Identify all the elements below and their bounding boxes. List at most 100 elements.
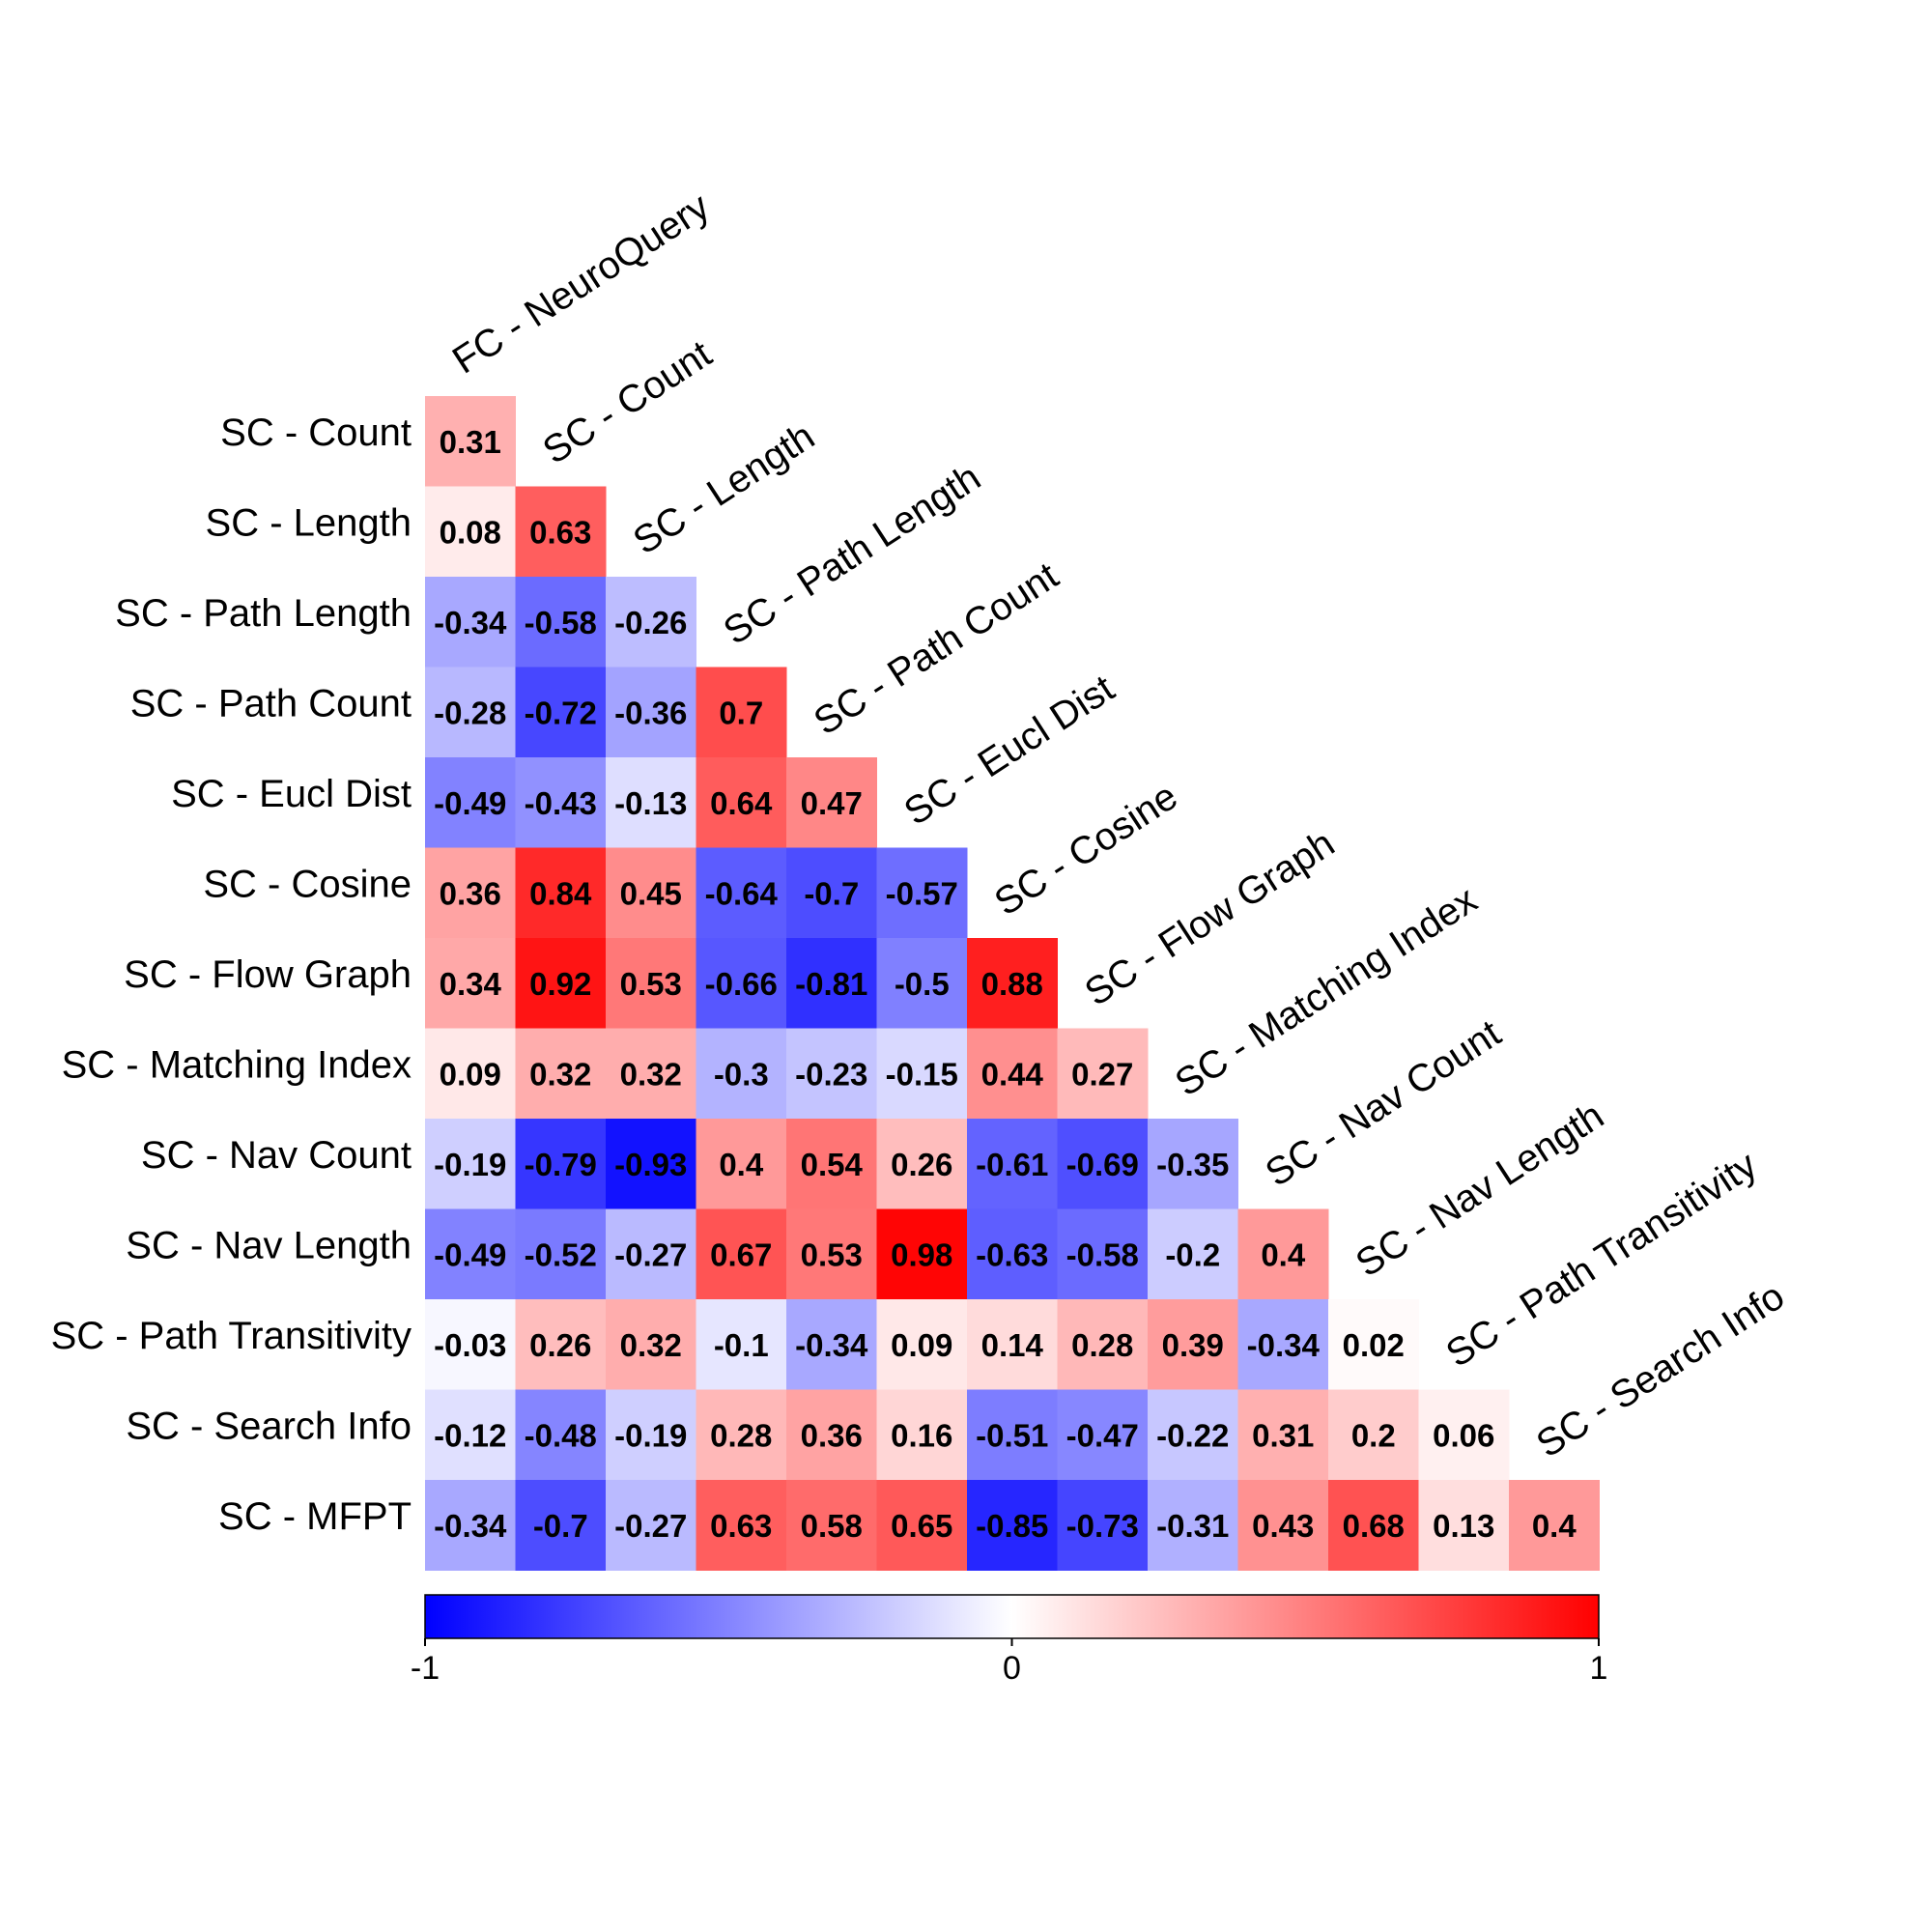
row-label: SC - Flow Graph [124,953,412,996]
heatmap-cell [696,1119,787,1209]
cell-value-label: -0.64 [705,875,779,911]
heatmap-cell [696,1208,787,1300]
cell-value-label: -0.61 [976,1147,1048,1182]
cell-value-label: 0.28 [710,1417,772,1453]
row-label: SC - Count [220,412,412,454]
cell-value-label: -0.13 [614,785,687,821]
cell-value-label: -0.15 [886,1056,958,1092]
cell-value-label: -0.22 [1156,1417,1229,1453]
heatmap-cell [696,1028,787,1120]
heatmap-cell [876,1208,968,1300]
heatmap-cell [606,1119,696,1209]
cell-value-label: -0.57 [886,875,958,911]
cell-value-label: -0.7 [804,875,859,911]
cell-value-label: 0.16 [891,1417,952,1453]
cell-value-label: 0.32 [620,1056,682,1092]
heatmap-cell [425,1389,516,1481]
cell-value-label: -0.51 [976,1417,1048,1453]
heatmap-cell [1148,1208,1238,1300]
cell-value-label: 0.43 [1252,1508,1314,1544]
heatmap-cell [425,847,516,939]
heatmap-cell [786,847,877,939]
cell-value-label: -0.63 [976,1236,1048,1272]
heatmap-cell [606,1208,696,1300]
cell-value-label: -0.81 [795,966,867,1002]
column-label: SC - Length [626,414,822,562]
heatmap-cell [425,1119,516,1209]
heatmap-cell [606,1389,696,1481]
cell-value-label: 0.08 [440,514,501,550]
heatmap-cell [425,1028,516,1120]
row-labels: SC - Count SC - Length SC - Path Length SC … [51,412,412,1538]
cell-value-label: -0.48 [525,1417,597,1453]
cell-value-label: 0.67 [710,1236,772,1272]
cell-value-label: -0.19 [614,1417,687,1453]
cell-value-label: -0.36 [614,695,687,730]
colorbar-gradient [424,1594,1600,1639]
heatmap-cell [1418,1389,1510,1481]
heatmap-cell [425,1299,516,1390]
heatmap-cell [967,1480,1058,1571]
heatmap-cell [515,938,607,1029]
cell-value-label: 0.84 [529,875,592,911]
row-label: SC - Path Count [130,682,412,724]
cell-value-label: 0.02 [1343,1327,1405,1363]
cell-value-label: 0.39 [1162,1327,1224,1363]
cell-value-label: 0.34 [440,966,502,1002]
heatmap-cell [786,757,877,848]
heatmap-cell [425,577,516,668]
heatmap-cell [1237,1208,1329,1300]
cell-value-label: 0.44 [981,1056,1044,1092]
heatmap-cell [606,757,696,848]
heatmap-cell [967,938,1058,1029]
heatmap-cell [606,938,696,1029]
heatmap-cell [515,486,607,578]
heatmap-cell [967,1389,1058,1481]
colorbar: -1 0 1 [411,1594,1607,1687]
heatmap-cell [876,1119,968,1209]
row-label: SC - Path Length [115,592,412,635]
heatmap-cell [425,1480,516,1571]
cell-value-label: -0.7 [533,1508,588,1544]
cell-value-label: 0.47 [801,785,863,821]
heatmap-cell [606,1480,696,1571]
column-label: SC - Nav Count [1258,1012,1508,1195]
cell-value-label: 0.14 [981,1327,1044,1363]
cell-value-label: 0.45 [620,875,682,911]
cell-value-label: -0.19 [434,1147,506,1182]
heatmap-cell [1509,1480,1600,1571]
cell-value-label: -0.2 [1165,1236,1220,1272]
heatmap-cell [606,847,696,939]
cell-value-label: 0.53 [801,1236,863,1272]
row-label: SC - Nav Count [141,1134,412,1177]
cell-value-label: 0.88 [981,966,1043,1002]
heatmap-cell [606,667,696,758]
cell-value-label: -0.28 [434,695,506,730]
heatmap-cell [786,1480,877,1571]
cell-value-label: -0.3 [714,1056,769,1092]
cell-value-label: 0.26 [891,1147,952,1182]
cell-value-label: 0.31 [1252,1417,1314,1453]
cell-value-label: -0.72 [525,695,597,730]
heatmap-cell [1057,1299,1149,1390]
heatmap-cell [1057,1119,1149,1209]
row-label: SC - Path Transitivity [51,1315,412,1357]
heatmap-cell [696,667,787,758]
cell-value-label: 0.2 [1351,1417,1396,1453]
heatmap-cell [696,757,787,848]
cell-value-label: 0.53 [620,966,682,1002]
heatmap-cell [1057,1389,1149,1481]
cell-value-label: -0.49 [434,1236,506,1272]
heatmap-cell [1148,1389,1238,1481]
cell-value-label: -0.12 [434,1417,506,1453]
heatmap-cell [876,1028,968,1120]
heatmap-cell [876,847,968,939]
heatmap-cell [515,1028,607,1120]
heatmap-cell [606,1028,696,1120]
heatmap-cell [1328,1389,1419,1481]
cell-value-label: -0.34 [434,1508,507,1544]
column-label: SC - Count [535,332,719,472]
heatmap-cell [515,1208,607,1300]
heatmap-cell [606,577,696,668]
cell-value-label: 0.7 [719,695,763,730]
